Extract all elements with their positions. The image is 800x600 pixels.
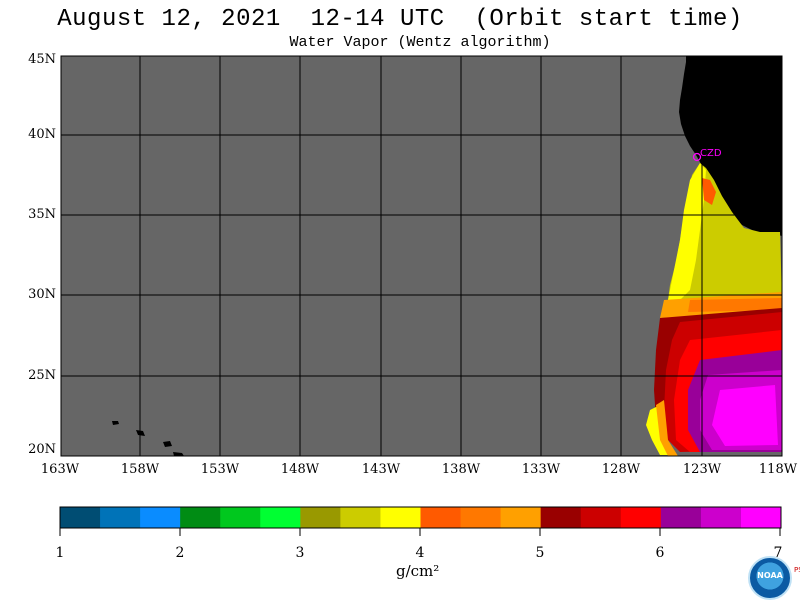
swath-bright-magenta xyxy=(712,385,778,446)
colorbar-label: 5 xyxy=(535,545,545,561)
colorbar-swatch xyxy=(220,507,261,528)
colorbar-label: 6 xyxy=(655,545,665,561)
lat-label: 25N xyxy=(28,368,56,383)
colorbar-swatch xyxy=(620,507,662,528)
colorbar-swatch xyxy=(60,507,101,528)
map-title: August 12, 2021 12-14 UTC (Orbit start t… xyxy=(57,6,743,33)
colorbar-swatch xyxy=(300,507,341,528)
island-kauai xyxy=(112,421,119,425)
colorbar-swatch xyxy=(740,507,782,528)
lat-label: 30N xyxy=(28,287,56,302)
noaa-logo-icon: NOAA xyxy=(748,556,792,600)
colorbar-swatch xyxy=(100,507,141,528)
colorbar-label: 3 xyxy=(295,545,305,561)
colorbar-label: 7 xyxy=(773,545,783,561)
map-frame xyxy=(60,55,783,457)
colorbar-swatch xyxy=(260,507,301,528)
colorbar-swatch xyxy=(460,507,502,528)
lat-lon-grid xyxy=(61,56,782,456)
logo-text: NOAA xyxy=(757,571,783,580)
colorbar-label: 2 xyxy=(175,545,185,561)
swath-orange-patch xyxy=(702,178,716,205)
colorbar xyxy=(60,507,782,528)
lon-label: 138W xyxy=(441,462,481,477)
swath-bright-yellow-edge xyxy=(668,163,706,300)
station-marker xyxy=(692,152,702,162)
lon-label: 153W xyxy=(200,462,240,477)
colorbar-swatch xyxy=(180,507,221,528)
psl-side-text: PSL xyxy=(794,566,800,574)
colorbar-swatch xyxy=(540,507,582,528)
lon-label: 143W xyxy=(361,462,401,477)
lon-label: 163W xyxy=(40,462,80,477)
lat-label: 20N xyxy=(28,442,56,457)
colorbar-swatch xyxy=(340,507,381,528)
colorbar-ticks xyxy=(59,528,781,536)
swath-orange-inner xyxy=(688,298,782,312)
lat-label: 45N xyxy=(28,52,56,67)
colorbar-swatch xyxy=(380,507,421,528)
colorbar-swatch xyxy=(420,507,462,528)
lon-label: 118W xyxy=(758,462,798,477)
island-hawaii xyxy=(173,452,184,456)
colorbar-label: 4 xyxy=(415,545,425,561)
land-mass xyxy=(679,56,782,236)
lon-label: 133W xyxy=(521,462,561,477)
swath-left-edge-orange xyxy=(656,400,678,456)
lon-label: 158W xyxy=(120,462,160,477)
lon-label: 148W xyxy=(280,462,320,477)
colorbar-units: g/cm² xyxy=(396,562,440,580)
island-maui xyxy=(163,441,172,447)
lon-label: 123W xyxy=(682,462,722,477)
colorbar-swatch xyxy=(660,507,702,528)
map-subtitle: Water Vapor (Wentz algorithm) xyxy=(289,34,551,51)
lat-label: 35N xyxy=(28,207,56,222)
lat-label: 40N xyxy=(28,127,56,142)
hawaiian-islands xyxy=(112,421,184,456)
colorbar-label: 1 xyxy=(55,545,65,561)
water-vapor-swath xyxy=(646,163,782,456)
colorbar-swatch xyxy=(500,507,542,528)
colorbar-swatch xyxy=(580,507,622,528)
lon-label: 128W xyxy=(601,462,641,477)
colorbar-swatch xyxy=(140,507,181,528)
colorbar-swatch xyxy=(700,507,742,528)
station-label: CZD xyxy=(700,148,722,159)
